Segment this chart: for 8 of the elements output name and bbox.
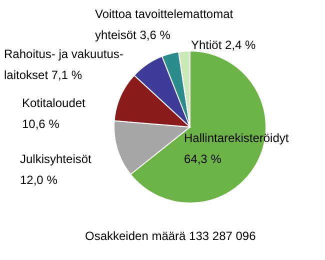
data-label: 10,6 %: [22, 117, 60, 131]
slice-label: Kotitaloudet: [22, 96, 86, 110]
slice-label: Yhtiöt 2,4 %: [191, 38, 256, 52]
data-label: 64,3 %: [184, 152, 222, 166]
text: Osakkeiden määrä 133 287 096: [85, 229, 256, 243]
slice-label: Rahoitus- ja vakuutus- laitokset 7,1 %: [4, 47, 124, 82]
slice-label: Julkisyhteisöt: [20, 152, 92, 166]
data-label: 12,0 %: [20, 173, 58, 187]
